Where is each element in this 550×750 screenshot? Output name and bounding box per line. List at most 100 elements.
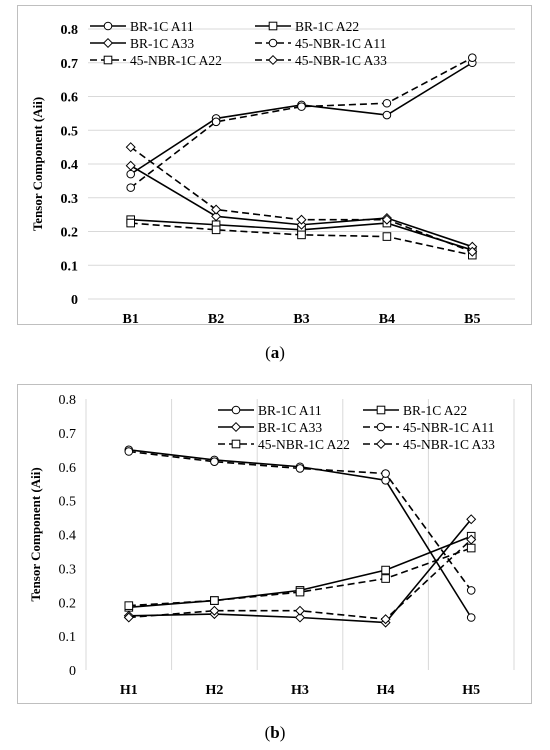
- chart-a-legend-marker-6: [267, 54, 279, 66]
- chart-b-legend-label-4: 45-NBR-1C A11: [403, 420, 494, 435]
- chart-a-ytick-label: 0.5: [61, 124, 79, 139]
- chart-a-ytick-label: 0: [71, 293, 78, 308]
- chart-b-series-4-point: [381, 469, 390, 478]
- chart-b-ytick-label: 0.8: [59, 393, 77, 408]
- chart-b-ytick-label: 0.6: [59, 461, 77, 476]
- chart-b-xtick-label: H5: [462, 683, 480, 698]
- chart-a-series-4-point: [382, 98, 392, 108]
- chart-b-ytick-label: 0.1: [59, 630, 77, 645]
- chart-b-xtick-label: H3: [291, 683, 309, 698]
- chart-a-ytick-label: 0.1: [61, 259, 79, 274]
- chart-a-series-6-point: [296, 214, 307, 225]
- caption-a-letter: a: [270, 343, 280, 362]
- chart-a-xtick-label: B4: [379, 312, 395, 324]
- chart-a-xtick-label: B3: [293, 312, 309, 324]
- chart-b-series-4-point: [124, 447, 134, 456]
- chart-b-series-5-point: [295, 587, 305, 597]
- chart-a-legend-marker-1: [103, 21, 113, 31]
- chart-b-series-4-point: [466, 586, 476, 595]
- chart-a-series-4-point: [211, 117, 221, 127]
- chart-b-series-5-point: [124, 601, 134, 610]
- chart-b-ytick-label: 0.4: [59, 529, 77, 544]
- caption-b-letter: b: [270, 723, 280, 742]
- chart-b-series-5-point: [466, 543, 476, 553]
- chart-a-legend-label-1: BR-1C A11: [130, 19, 194, 34]
- chart-a-series-3-point: [211, 211, 222, 222]
- chart-a-svg: 0 0.1 0.2 0.3 0.4 0.5 0.6 0.7 0.8 B1 B2 B3 B4 B5 Tenso…: [30, 19, 515, 324]
- chart-b-series-4-point: [210, 457, 219, 466]
- chart-b-series-3-point: [294, 612, 306, 623]
- chart-panel-a: 0 0.1 0.2 0.3 0.4 0.5 0.6 0.7 0.8 B1 B2 B3 B4 B5 Tenso…: [17, 5, 532, 325]
- chart-b-series-6-point: [380, 614, 391, 625]
- chart-b-series-6-point: [123, 612, 134, 623]
- chart-b-series-5-point: [381, 574, 390, 583]
- chart-a-series-6-point: [211, 204, 222, 215]
- chart-b-series-6-point: [466, 534, 477, 545]
- chart-b-legend-label-5: 45-NBR-1C A22: [258, 437, 350, 452]
- chart-b-xtick-label: H4: [377, 683, 395, 698]
- chart-a-series-4-point: [297, 102, 306, 111]
- chart-a-series-6-point: [381, 214, 392, 225]
- chart-a-legend-marker-4: [268, 38, 278, 48]
- chart-a-legend-label-3: BR-1C A33: [130, 36, 194, 51]
- chart-b-series-line-2: [128, 535, 472, 609]
- chart-b-series-3-point: [466, 514, 477, 525]
- chart-a-ytick-label: 0.7: [61, 57, 79, 72]
- caption-b: (b): [264, 723, 286, 742]
- chart-a-ytick-label: 0.6: [61, 91, 79, 106]
- chart-b-series-6-point: [294, 605, 306, 616]
- chart-b-xtick-label: H2: [205, 683, 223, 698]
- chart-a-series-1-point: [382, 110, 392, 120]
- chart-a-series-5-point: [126, 218, 136, 228]
- chart-b-legend-marker-6: [375, 438, 387, 450]
- chart-a-series-3-point: [125, 160, 136, 171]
- chart-b-legend-label-1: BR-1C A11: [258, 403, 322, 418]
- chart-a-ylabel: Tensor Component (Aii): [30, 97, 45, 231]
- chart-b-series-6-point: [209, 605, 220, 616]
- chart-b-ytick-label: 0.5: [59, 495, 77, 510]
- chart-a-xtick-label: B5: [464, 312, 480, 324]
- chart-b-ylabel: Tensor Component (Aii): [28, 467, 43, 601]
- chart-a-legend-label-5: 45-NBR-1C A22: [130, 53, 222, 68]
- chart-b-xtick-label: H1: [120, 683, 138, 698]
- chart-a-series-6-point: [125, 142, 136, 153]
- chart-b-legend-marker-1: [231, 405, 241, 415]
- caption-a: (a): [265, 343, 285, 362]
- chart-a-series-6-point: [467, 246, 478, 257]
- chart-a-legend-label-4: 45-NBR-1C A11: [295, 36, 386, 51]
- chart-a-series-5-point: [382, 232, 392, 241]
- chart-a-series-5-point: [211, 225, 221, 235]
- chart-a-ytick-label: 0.2: [61, 226, 79, 241]
- chart-a-series-1-point: [126, 169, 135, 179]
- chart-b-ytick-label: 0.3: [59, 562, 77, 577]
- chart-b-legend-marker-2: [376, 405, 386, 415]
- chart-a-ytick-label: 0.8: [61, 23, 79, 38]
- chart-b-series-5-point: [210, 596, 219, 605]
- chart-b-ytick-label: 0.2: [59, 596, 77, 611]
- chart-a-series-4-point: [468, 53, 477, 62]
- chart-b-legend-label-2: BR-1C A22: [403, 403, 467, 418]
- chart-b-legend-marker-3: [230, 421, 242, 433]
- chart-a-series-line-4: [130, 56, 473, 189]
- chart-b-series-2-point: [381, 565, 390, 575]
- chart-b-legend-marker-4: [376, 422, 386, 432]
- chart-a-ytick-label: 0.4: [61, 158, 79, 173]
- chart-a-ytick-label: 0.3: [61, 192, 79, 207]
- chart-b-ytick-label: 0: [69, 664, 76, 679]
- chart-b-series-1-point: [466, 613, 476, 622]
- chart-b-svg: 0 0.1 0.2 0.3 0.4 0.5 0.6 0.7 0.8 H1 H2 H3 H4 H5 Tenso…: [28, 393, 515, 698]
- chart-a-series-3-point: [296, 219, 307, 230]
- chart-a-legend-label-2: BR-1C A22: [295, 19, 359, 34]
- chart-a-xtick-label: B1: [123, 312, 139, 324]
- chart-b-legend-label-6: 45-NBR-1C A33: [403, 437, 495, 452]
- chart-a-series-4-point: [126, 183, 135, 192]
- chart-a-xtick-label: B2: [208, 312, 224, 324]
- chart-a-series-line-1: [130, 62, 473, 175]
- chart-b-ytick-label: 0.7: [59, 427, 77, 442]
- chart-b-legend-label-3: BR-1C A33: [258, 420, 322, 435]
- chart-a-series-5-point: [297, 230, 306, 240]
- chart-b-series-4-point: [295, 464, 305, 473]
- chart-b-legend-marker-5: [231, 439, 241, 449]
- chart-a-legend-label-6: 45-NBR-1C A33: [295, 53, 387, 68]
- chart-a-legend-marker-5: [103, 55, 113, 65]
